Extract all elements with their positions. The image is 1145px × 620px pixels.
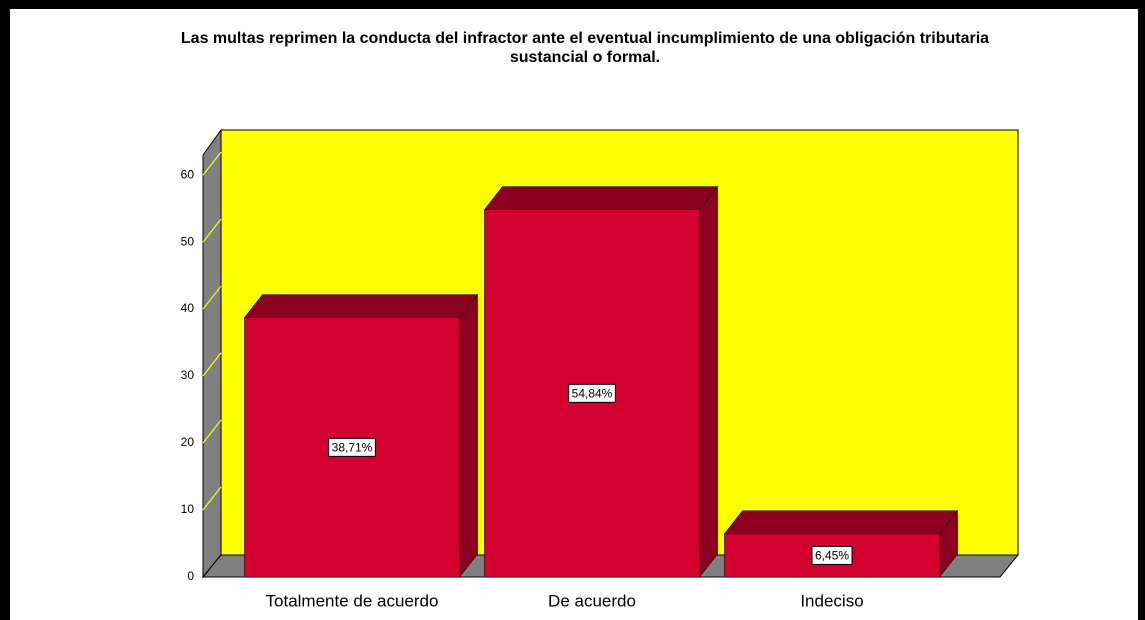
grid-line [202, 151, 222, 176]
bar [243, 293, 479, 578]
y-tick-label: 60 [181, 167, 195, 181]
bar-top [723, 510, 959, 535]
frame-right [1138, 0, 1145, 620]
value-label: 38,71% [332, 441, 373, 455]
x-tick-label: Indeciso [800, 591, 863, 610]
value-label: 6,45% [815, 549, 849, 563]
frame-top [0, 0, 1145, 9]
chart-subtitle: sustancial o formal. [510, 49, 660, 66]
y-tick-label: 10 [181, 502, 195, 516]
bar-side [699, 185, 718, 578]
x-tick-label: De acuerdo [548, 591, 636, 610]
bar-side [459, 293, 478, 578]
value-label: 54,84% [572, 387, 613, 401]
y-tick-label: 40 [181, 301, 195, 315]
grid-line [202, 486, 222, 511]
bar-top [483, 186, 719, 210]
bar [483, 185, 719, 578]
value-label-box [328, 437, 376, 457]
y-tick-label: 0 [187, 569, 194, 583]
grid-line [202, 218, 222, 243]
left-wall [202, 128, 222, 579]
value-label-box [568, 383, 616, 403]
y-tick-label: 50 [181, 234, 195, 248]
x-tick-label: Totalmente de acuerdo [266, 591, 439, 610]
chart-title: Las multas reprimen la conducta del infr… [181, 30, 989, 47]
value-label-box [811, 545, 853, 565]
bar [723, 509, 959, 578]
grid-line [202, 352, 222, 377]
y-tick-label: 20 [181, 435, 195, 449]
y-tick-label: 30 [181, 368, 195, 382]
frame-left [0, 0, 10, 620]
grid-line [202, 419, 222, 444]
grid-line [202, 285, 222, 310]
bar-top [243, 294, 479, 319]
